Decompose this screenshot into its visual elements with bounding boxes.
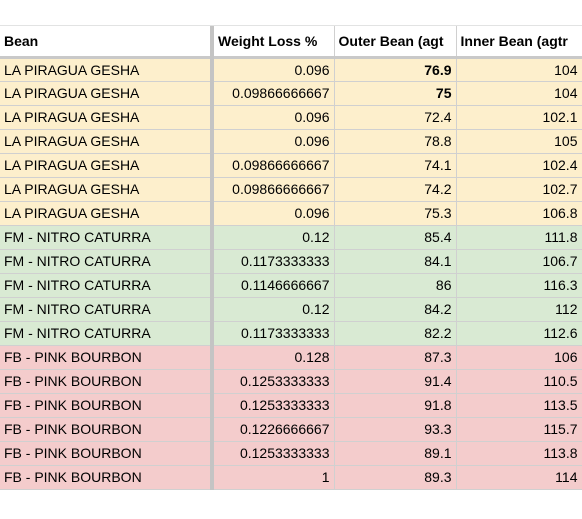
cell-outer-bean[interactable]: 75 bbox=[334, 81, 457, 106]
table-row: FM - NITRO CATURRA 0.12 84.2 112 bbox=[0, 297, 582, 322]
table-row: FB - PINK BOURBON 0.128 87.3 106 bbox=[0, 345, 582, 370]
cell-inner-bean[interactable]: 102.4 bbox=[456, 153, 582, 178]
cell-outer-bean[interactable]: 86 bbox=[334, 273, 457, 298]
table-row: FB - PINK BOURBON 1 89.3 114 bbox=[0, 465, 582, 490]
cell-weight-loss[interactable]: 0.1226666667 bbox=[212, 417, 335, 442]
cell-inner-bean[interactable]: 112.6 bbox=[456, 321, 582, 346]
cell-outer-bean[interactable]: 84.1 bbox=[334, 249, 457, 274]
cell-bean[interactable]: LA PIRAGUA GESHA bbox=[0, 57, 214, 82]
cell-inner-bean[interactable]: 114 bbox=[456, 465, 582, 490]
cell-weight-loss[interactable]: 1 bbox=[212, 465, 335, 490]
cell-weight-loss[interactable]: 0.1253333333 bbox=[212, 369, 335, 394]
cell-bean[interactable]: LA PIRAGUA GESHA bbox=[0, 153, 214, 178]
cell-outer-bean[interactable]: 84.2 bbox=[334, 297, 457, 322]
cell-outer-bean[interactable]: 76.9 bbox=[334, 57, 457, 82]
table-row: FB - PINK BOURBON 0.1253333333 91.4 110.5 bbox=[0, 369, 582, 394]
cell-inner-bean[interactable]: 102.1 bbox=[456, 105, 582, 130]
cell-outer-bean[interactable]: 91.4 bbox=[334, 369, 457, 394]
cell-inner-bean[interactable]: 113.5 bbox=[456, 393, 582, 418]
cell-outer-bean[interactable]: 74.2 bbox=[334, 177, 457, 202]
cell-weight-loss[interactable]: 0.09866666667 bbox=[212, 153, 335, 178]
cell-bean[interactable]: FB - PINK BOURBON bbox=[0, 345, 214, 370]
table-row: FB - PINK BOURBON 0.1253333333 91.8 113.5 bbox=[0, 393, 582, 418]
cell-weight-loss[interactable]: 0.1253333333 bbox=[212, 441, 335, 466]
cell-weight-loss[interactable]: 0.09866666667 bbox=[212, 177, 335, 202]
cell-weight-loss[interactable]: 0.1173333333 bbox=[212, 321, 335, 346]
cell-weight-loss[interactable]: 0.1253333333 bbox=[212, 393, 335, 418]
cell-outer-bean[interactable]: 85.4 bbox=[334, 225, 457, 250]
cell-bean[interactable]: FB - PINK BOURBON bbox=[0, 393, 214, 418]
cell-inner-bean[interactable]: 116.3 bbox=[456, 273, 582, 298]
cell-outer-bean[interactable]: 82.2 bbox=[334, 321, 457, 346]
cell-bean[interactable]: FB - PINK BOURBON bbox=[0, 465, 214, 490]
cell-inner-bean[interactable]: 112 bbox=[456, 297, 582, 322]
header-row: Bean Weight Loss % Outer Bean (agt Inner… bbox=[0, 26, 582, 59]
cell-inner-bean[interactable]: 115.7 bbox=[456, 417, 582, 442]
cell-bean[interactable]: FM - NITRO CATURRA bbox=[0, 297, 214, 322]
table-row: LA PIRAGUA GESHA 0.096 78.8 105 bbox=[0, 129, 582, 154]
cell-weight-loss[interactable]: 0.12 bbox=[212, 225, 335, 250]
cell-weight-loss[interactable]: 0.096 bbox=[212, 201, 335, 226]
cell-weight-loss[interactable]: 0.096 bbox=[212, 105, 335, 130]
cell-bean[interactable]: FM - NITRO CATURRA bbox=[0, 249, 214, 274]
header-cell-outer-bean[interactable]: Outer Bean (agt bbox=[334, 26, 457, 59]
cell-outer-bean[interactable]: 91.8 bbox=[334, 393, 457, 418]
table-row: LA PIRAGUA GESHA 0.096 72.4 102.1 bbox=[0, 105, 582, 130]
cell-inner-bean[interactable]: 104 bbox=[456, 81, 582, 106]
table-row: FM - NITRO CATURRA 0.1173333333 82.2 112.6 bbox=[0, 321, 582, 346]
cell-bean[interactable]: LA PIRAGUA GESHA bbox=[0, 105, 214, 130]
cell-outer-bean[interactable]: 93.3 bbox=[334, 417, 457, 442]
cell-inner-bean[interactable]: 102.7 bbox=[456, 177, 582, 202]
table-row: LA PIRAGUA GESHA 0.096 75.3 106.8 bbox=[0, 201, 582, 226]
cell-outer-bean[interactable]: 72.4 bbox=[334, 105, 457, 130]
header-cell-bean[interactable]: Bean bbox=[0, 26, 214, 59]
cell-weight-loss[interactable]: 0.128 bbox=[212, 345, 335, 370]
cell-bean[interactable]: LA PIRAGUA GESHA bbox=[0, 177, 214, 202]
table-row: LA PIRAGUA GESHA 0.09866666667 74.2 102.7 bbox=[0, 177, 582, 202]
cell-bean[interactable]: FM - NITRO CATURRA bbox=[0, 273, 214, 298]
cell-outer-bean[interactable]: 78.8 bbox=[334, 129, 457, 154]
cell-weight-loss[interactable]: 0.096 bbox=[212, 57, 335, 82]
cell-outer-bean[interactable]: 75.3 bbox=[334, 201, 457, 226]
data-table: Bean Weight Loss % Outer Bean (agt Inner… bbox=[0, 26, 582, 490]
cell-inner-bean[interactable]: 104 bbox=[456, 57, 582, 82]
cell-bean[interactable]: FB - PINK BOURBON bbox=[0, 441, 214, 466]
cell-bean[interactable]: LA PIRAGUA GESHA bbox=[0, 129, 214, 154]
cell-bean[interactable]: LA PIRAGUA GESHA bbox=[0, 81, 214, 106]
sheet-top-strip bbox=[0, 0, 582, 26]
cell-weight-loss[interactable]: 0.1173333333 bbox=[212, 249, 335, 274]
cell-inner-bean[interactable]: 105 bbox=[456, 129, 582, 154]
cell-weight-loss[interactable]: 0.096 bbox=[212, 129, 335, 154]
cell-weight-loss[interactable]: 0.12 bbox=[212, 297, 335, 322]
cell-bean[interactable]: FM - NITRO CATURRA bbox=[0, 321, 214, 346]
table-row: LA PIRAGUA GESHA 0.09866666667 74.1 102.4 bbox=[0, 153, 582, 178]
cell-outer-bean[interactable]: 89.1 bbox=[334, 441, 457, 466]
header-cell-weight-loss[interactable]: Weight Loss % bbox=[212, 26, 335, 59]
table-row: LA PIRAGUA GESHA 0.09866666667 75 104 bbox=[0, 81, 582, 106]
cell-inner-bean[interactable]: 106.8 bbox=[456, 201, 582, 226]
cell-inner-bean[interactable]: 106 bbox=[456, 345, 582, 370]
table-row: FM - NITRO CATURRA 0.1173333333 84.1 106.7 bbox=[0, 249, 582, 274]
cell-inner-bean[interactable]: 106.7 bbox=[456, 249, 582, 274]
cell-outer-bean[interactable]: 74.1 bbox=[334, 153, 457, 178]
cell-bean[interactable]: FB - PINK BOURBON bbox=[0, 369, 214, 394]
table-row: FM - NITRO CATURRA 0.1146666667 86 116.3 bbox=[0, 273, 582, 298]
table-row: FB - PINK BOURBON 0.1253333333 89.1 113.8 bbox=[0, 441, 582, 466]
cell-bean[interactable]: FB - PINK BOURBON bbox=[0, 417, 214, 442]
cell-inner-bean[interactable]: 110.5 bbox=[456, 369, 582, 394]
table-row: FB - PINK BOURBON 0.1226666667 93.3 115.7 bbox=[0, 417, 582, 442]
cell-weight-loss[interactable]: 0.1146666667 bbox=[212, 273, 335, 298]
table-row: LA PIRAGUA GESHA 0.096 76.9 104 bbox=[0, 57, 582, 82]
cell-inner-bean[interactable]: 111.8 bbox=[456, 225, 582, 250]
cell-inner-bean[interactable]: 113.8 bbox=[456, 441, 582, 466]
cell-bean[interactable]: FM - NITRO CATURRA bbox=[0, 225, 214, 250]
cell-weight-loss[interactable]: 0.09866666667 bbox=[212, 81, 335, 106]
cell-outer-bean[interactable]: 89.3 bbox=[334, 465, 457, 490]
cell-bean[interactable]: LA PIRAGUA GESHA bbox=[0, 201, 214, 226]
cell-outer-bean[interactable]: 87.3 bbox=[334, 345, 457, 370]
table-row: FM - NITRO CATURRA 0.12 85.4 111.8 bbox=[0, 225, 582, 250]
header-cell-inner-bean[interactable]: Inner Bean (agtr bbox=[456, 26, 582, 59]
